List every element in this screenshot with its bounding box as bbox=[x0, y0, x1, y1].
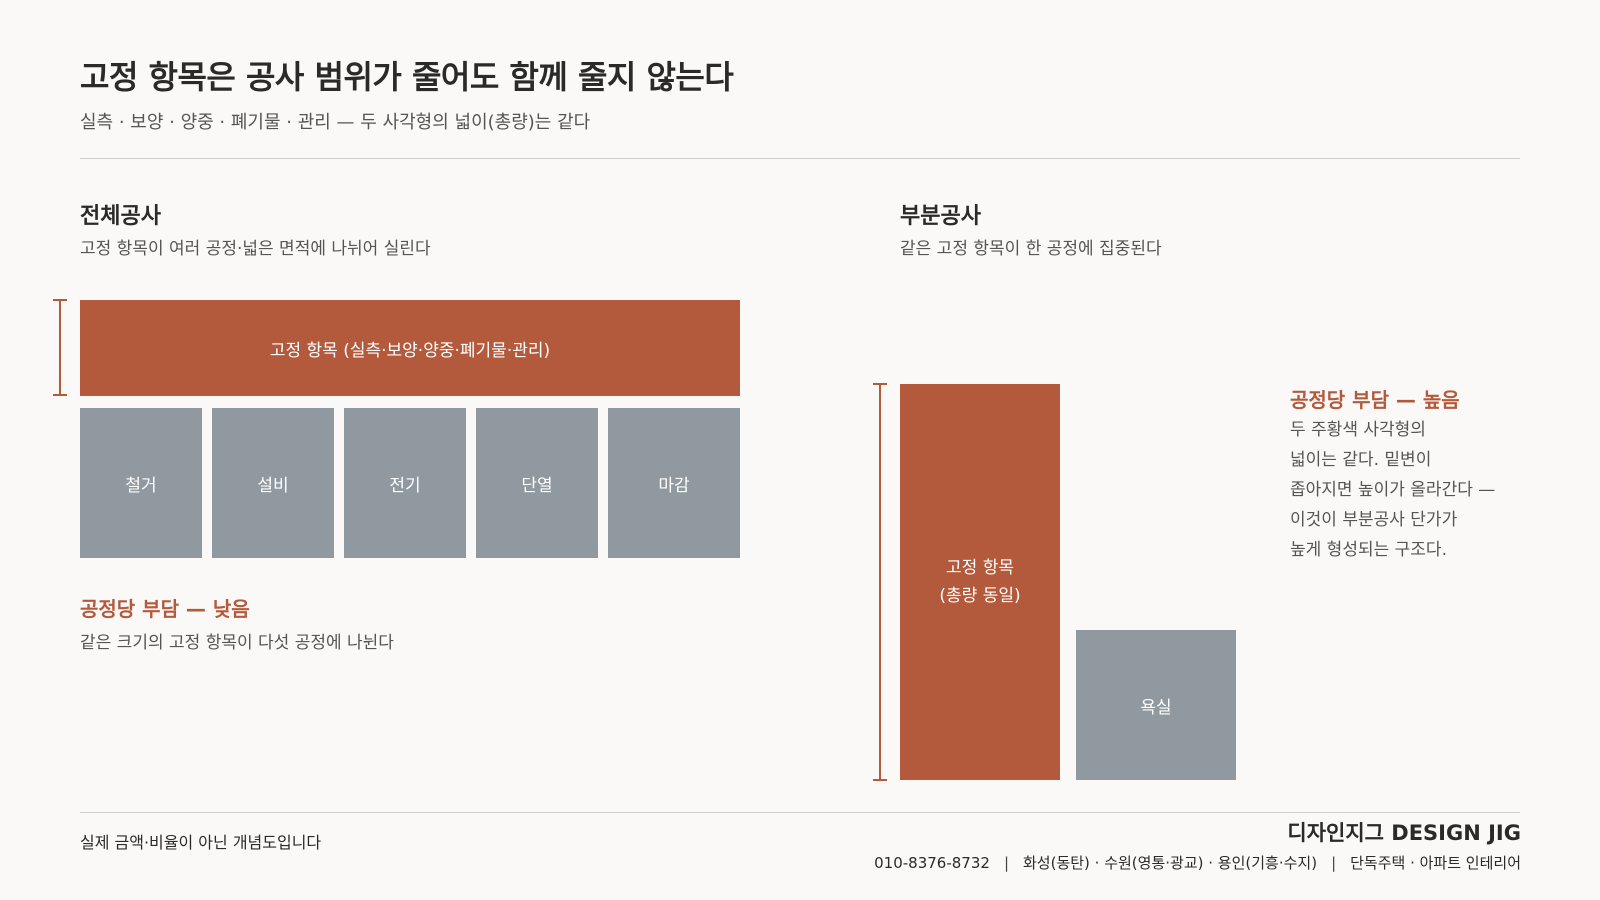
stage-block-electrical: 전기 bbox=[344, 408, 466, 558]
fixed-cost-label-line1: 고정 항목 bbox=[946, 558, 1014, 578]
service-areas: 화성(동탄) · 수원(영통·광교) · 용인(기흥·수지) bbox=[1023, 854, 1318, 872]
stage-block-plumbing: 설비 bbox=[212, 408, 334, 558]
fixed-cost-label-line2: (총량 동일) bbox=[939, 586, 1021, 606]
stage-label: 마감 bbox=[658, 475, 690, 496]
full-construction-description: 고정 항목이 여러 공정·넓은 면적에 나뉘어 실린다 bbox=[80, 239, 431, 259]
page-subtitle: 실측 · 보양 · 양중 · 폐기물 · 관리 — 두 사각형의 넓이(총량)는… bbox=[80, 112, 591, 133]
explanation-line: 넓이는 같다. 밑변이 bbox=[1290, 450, 1432, 470]
stage-block-bathroom: 욕실 bbox=[1076, 630, 1236, 780]
fixed-cost-block-wide: 고정 항목 (실측·보양·양중·폐기물·관리) bbox=[80, 300, 740, 396]
stage-label: 단열 bbox=[521, 475, 553, 496]
disclaimer: 실제 금액·비율이 아닌 개념도입니다 bbox=[80, 833, 322, 852]
stage-block-finishing: 마감 bbox=[608, 408, 740, 558]
contact-line: 010-8376-8732 | 화성(동탄) · 수원(영통·광교) · 용인(기흥… bbox=[874, 852, 1521, 873]
burden-high-explanation: 두 주황색 사각형의 넓이는 같다. 밑변이 좁아지면 높이가 올라간다 — 이… bbox=[1290, 415, 1495, 565]
fixed-cost-label: 고정 항목 (실측·보양·양중·폐기물·관리) bbox=[269, 340, 551, 361]
service-types: 단독주택 · 아파트 인테리어 bbox=[1350, 854, 1521, 872]
partial-construction-title: 부분공사 bbox=[900, 204, 981, 229]
fixed-height-bracket-right bbox=[873, 383, 887, 781]
stage-label: 철거 bbox=[125, 475, 157, 496]
explanation-line: 이것이 부분공사 단가가 bbox=[1290, 510, 1458, 530]
separator: | bbox=[1003, 854, 1009, 872]
stage-label: 전기 bbox=[389, 475, 421, 496]
phone-number: 010-8376-8732 bbox=[874, 854, 990, 872]
footer-divider bbox=[80, 812, 1520, 813]
stage-label: 욕실 bbox=[1140, 697, 1172, 718]
fixed-cost-block-tall: 고정 항목 (총량 동일) bbox=[900, 384, 1060, 780]
explanation-line: 높게 형성되는 구조다. bbox=[1290, 540, 1447, 560]
full-construction-title: 전체공사 bbox=[80, 204, 161, 229]
burden-low-title: 공정당 부담 — 낮음 bbox=[80, 597, 250, 621]
explanation-line: 두 주황색 사각형의 bbox=[1290, 420, 1426, 440]
brand-name: 디자인지그 DESIGN JIG bbox=[1287, 821, 1521, 845]
partial-construction-description: 같은 고정 항목이 한 공정에 집중된다 bbox=[900, 239, 1162, 259]
separator: | bbox=[1331, 854, 1337, 872]
burden-low-description: 같은 크기의 고정 항목이 다섯 공정에 나뉜다 bbox=[80, 633, 394, 653]
page-title: 고정 항목은 공사 범위가 줄어도 함께 줄지 않는다 bbox=[80, 58, 734, 96]
stage-label: 설비 bbox=[257, 475, 289, 496]
stage-block-demolition: 철거 bbox=[80, 408, 202, 558]
stage-block-insulation: 단열 bbox=[476, 408, 598, 558]
burden-high-title: 공정당 부담 — 높음 bbox=[1290, 388, 1460, 412]
explanation-line: 좁아지면 높이가 올라간다 — bbox=[1290, 480, 1496, 500]
header-divider bbox=[80, 158, 1520, 159]
fixed-height-bracket-left bbox=[53, 299, 67, 396]
